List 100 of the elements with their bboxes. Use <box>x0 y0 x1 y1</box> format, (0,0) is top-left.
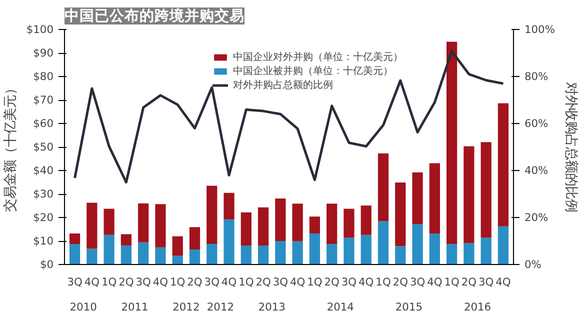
x-tick-label: 3Q <box>204 276 220 288</box>
x-tick-label: 4Q <box>84 276 100 288</box>
x-tick-label: 1Q <box>444 276 460 288</box>
x-tick-label: 3Q <box>136 276 151 288</box>
bar <box>412 224 423 264</box>
legend-label: 中国企业被并购（单位：十亿美元） <box>233 64 394 78</box>
text: 2016 <box>464 300 492 313</box>
bar <box>86 248 98 264</box>
bar <box>344 208 354 238</box>
bar <box>189 249 200 264</box>
bar <box>395 182 406 246</box>
bar <box>240 212 252 246</box>
y2-tick-label: 0% <box>524 258 542 271</box>
y-tick-label: $10 <box>33 234 54 248</box>
y2-tick-label: 20% <box>524 211 548 224</box>
bar <box>344 238 354 264</box>
x-tick-label: 3Q <box>478 276 494 288</box>
y-tick-label: $80 <box>33 70 54 83</box>
bar <box>104 234 114 264</box>
x-tick-label: 4Q <box>427 276 442 288</box>
bar <box>258 245 269 264</box>
bar <box>309 216 320 234</box>
x-tick-label: 2Q <box>324 276 340 288</box>
bar <box>395 246 406 264</box>
bar <box>69 244 80 264</box>
bar <box>172 236 183 256</box>
y2-tick-label: 80% <box>524 70 548 83</box>
text: 2012 <box>206 300 234 313</box>
x-tick-label: 2Q <box>256 276 271 288</box>
x-tick-label: 2Q <box>392 276 408 288</box>
bar <box>480 238 492 264</box>
bar <box>275 241 286 264</box>
y2-axis-title: 对外收购占总额的比例 <box>562 82 578 212</box>
bar <box>224 219 234 264</box>
text: 2015 <box>395 300 423 313</box>
bar <box>138 242 149 264</box>
x-tick-label: 2Q <box>118 276 134 288</box>
y-tick-label: $100 <box>26 23 54 36</box>
bar <box>275 198 286 241</box>
y-tick-label: $20 <box>33 211 54 224</box>
bar <box>69 233 80 244</box>
bar <box>429 233 440 264</box>
y-tick-label: $60 <box>33 117 54 130</box>
y-tick-label: $50 <box>33 140 54 154</box>
x-tick-label: 1Q <box>101 276 117 288</box>
line-series <box>74 50 504 184</box>
x-tick-label: 4Q <box>221 276 237 288</box>
x-tick-label: 4Q <box>358 276 374 288</box>
bar <box>138 203 149 242</box>
y-tick-label: $70 <box>33 94 54 106</box>
bar <box>446 42 458 244</box>
bar <box>464 243 474 264</box>
bar <box>378 221 389 264</box>
text: 2011 <box>121 300 148 313</box>
x-tick-label: 1Q <box>307 276 322 288</box>
y2-tick-label: 60% <box>524 117 548 130</box>
x-tick-label: 4Q <box>152 276 168 288</box>
bar <box>292 241 303 264</box>
x-tick-label: 3Q <box>341 276 357 288</box>
bar <box>120 245 132 264</box>
bar <box>189 227 200 250</box>
text: 2014 <box>326 300 354 313</box>
x-tick-label: 1Q <box>376 276 391 288</box>
bar <box>378 153 389 222</box>
x-tick-label: 3Q <box>410 276 426 288</box>
chart-title: 中国已公布的跨境并购交易 <box>64 6 244 24</box>
bar <box>206 186 218 244</box>
bar <box>258 207 269 246</box>
x-tick-label: 4Q <box>496 276 511 288</box>
bar <box>104 208 114 235</box>
legend-label: 对外并购占总额的比例 <box>233 78 334 92</box>
bar <box>360 234 372 264</box>
bar <box>240 245 252 264</box>
x-tick-label: 3Q <box>272 276 288 288</box>
text: 2012 <box>172 300 200 313</box>
x-tick-label: 3Q <box>67 276 82 288</box>
bar <box>86 202 98 249</box>
bar <box>429 163 440 234</box>
bar <box>326 204 338 244</box>
bar <box>412 172 423 224</box>
y-tick-label: $40 <box>33 164 54 177</box>
bar <box>155 247 166 264</box>
text: 2013 <box>258 300 286 313</box>
bar <box>224 192 234 220</box>
bar <box>309 233 320 264</box>
bar <box>120 234 132 246</box>
y-tick-label: $30 <box>33 188 54 200</box>
bar <box>464 146 474 244</box>
y-axis-title: 交易金额（十亿美元） <box>2 82 18 212</box>
x-tick-label: 4Q <box>290 276 306 288</box>
bar <box>155 204 166 248</box>
bar <box>292 204 303 242</box>
bar <box>206 244 218 264</box>
bar <box>172 256 183 264</box>
bar <box>446 244 458 264</box>
text: 2010 <box>70 300 98 313</box>
x-tick-label: 2Q <box>461 276 477 288</box>
bar <box>498 226 509 264</box>
y2-tick-label: 100% <box>524 23 555 36</box>
x-tick-label: 2Q <box>187 276 202 288</box>
